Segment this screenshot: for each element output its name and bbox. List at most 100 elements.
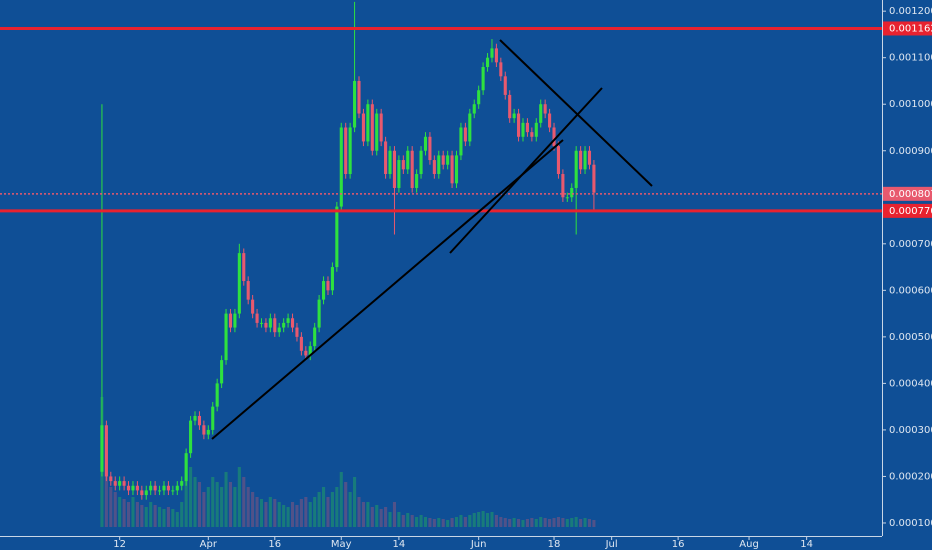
volume-bar	[570, 518, 574, 527]
volume-bar	[308, 502, 312, 527]
volume-bar	[189, 467, 193, 527]
candle-body	[220, 360, 224, 384]
candle-body	[375, 113, 379, 151]
candle-body	[410, 150, 414, 188]
candle-body	[290, 318, 295, 328]
candle-body	[104, 425, 108, 477]
plot	[0, 1, 882, 527]
volume-bar	[304, 497, 308, 527]
price-label-box	[883, 186, 932, 201]
candle-body	[530, 132, 534, 137]
volume-bar	[379, 509, 383, 527]
candle-body	[490, 48, 494, 58]
volume-bar	[357, 497, 361, 527]
x-tick-label: 16	[268, 539, 281, 550]
volume-bar	[113, 492, 117, 527]
candle-body	[539, 104, 543, 123]
volume-bar	[184, 457, 188, 527]
candle-body	[171, 490, 175, 492]
candle-body	[521, 122, 525, 137]
volume-bar	[122, 499, 126, 527]
volume-bar	[485, 513, 490, 527]
candle-body	[158, 490, 162, 492]
candle-body	[135, 485, 139, 491]
candle-body	[370, 104, 374, 151]
volume-bar	[326, 497, 330, 527]
candle-body	[353, 80, 357, 128]
volume-bar	[197, 482, 201, 527]
candle-body	[454, 155, 459, 184]
x-tick-label: Jun	[470, 539, 487, 550]
volume-bar	[228, 482, 233, 527]
y-tick-label: 0.0003000	[889, 425, 932, 436]
candle-body	[211, 406, 215, 430]
candle-body	[494, 48, 498, 63]
volume-bar	[317, 492, 321, 527]
candle-body	[149, 485, 153, 491]
candle-body	[326, 281, 330, 291]
candle-body	[579, 150, 583, 170]
candle-body	[437, 155, 441, 175]
volume-bar	[477, 512, 481, 527]
candle-body	[441, 155, 445, 165]
candle-body	[574, 150, 578, 188]
volume-bar	[175, 512, 179, 527]
candle-body	[432, 160, 436, 175]
x-tick-label: 14	[800, 539, 813, 550]
volume-bar	[251, 492, 255, 527]
volume-bar	[552, 518, 556, 527]
price-label: 0.0007708	[889, 206, 932, 217]
trend-line	[499, 39, 653, 187]
volume-bar	[530, 518, 534, 527]
candle-wick	[393, 146, 395, 235]
volume-bar	[468, 515, 472, 527]
x-tick-label: 18	[548, 539, 561, 550]
candle-body	[525, 122, 529, 133]
volume-bar	[180, 502, 184, 527]
volume-bar	[503, 518, 507, 527]
volume-bar	[454, 517, 459, 527]
candle-body	[224, 313, 228, 361]
candle-body	[308, 346, 312, 356]
candle-body	[126, 485, 131, 491]
volume-bar	[202, 492, 206, 527]
candle-body	[180, 481, 184, 486]
candle-body	[193, 415, 197, 421]
candle-body	[277, 327, 281, 333]
volume-bar	[428, 518, 432, 527]
volume-bar	[463, 517, 467, 527]
candle-body	[565, 197, 569, 199]
volume-bar	[273, 499, 277, 527]
candle-body	[330, 267, 334, 291]
volume-bar	[384, 507, 388, 527]
candle-body	[406, 150, 410, 170]
volume-bar	[419, 515, 423, 527]
candle-body	[552, 127, 556, 147]
volume-bar	[370, 507, 374, 527]
volume-bar	[321, 487, 326, 527]
axes: 0.0012000 0.0011000 0.0010000 0.0009000 0.00…	[113, 6, 932, 550]
candle-body	[512, 113, 516, 119]
volume-bar	[135, 502, 139, 527]
candle-body	[384, 141, 388, 175]
volume-bar	[166, 507, 170, 527]
candle-body	[415, 174, 419, 188]
volume-bar	[118, 497, 122, 527]
volume-bar	[237, 467, 241, 527]
volume-bar	[206, 487, 210, 527]
candle-body	[255, 313, 259, 323]
volume-bar	[268, 497, 272, 527]
candle-body	[583, 150, 587, 170]
volume-bar	[556, 517, 561, 527]
volume-bar	[339, 472, 343, 527]
volume-bar	[446, 520, 450, 527]
volume-bar	[574, 517, 578, 527]
candle-body	[313, 327, 317, 347]
volume-bar	[233, 487, 237, 527]
y-tick-label: 0.0009000	[889, 146, 932, 157]
volume-bar	[512, 518, 516, 527]
candle-body	[228, 313, 233, 328]
candle-body	[144, 490, 148, 496]
volume-bar	[437, 518, 441, 527]
